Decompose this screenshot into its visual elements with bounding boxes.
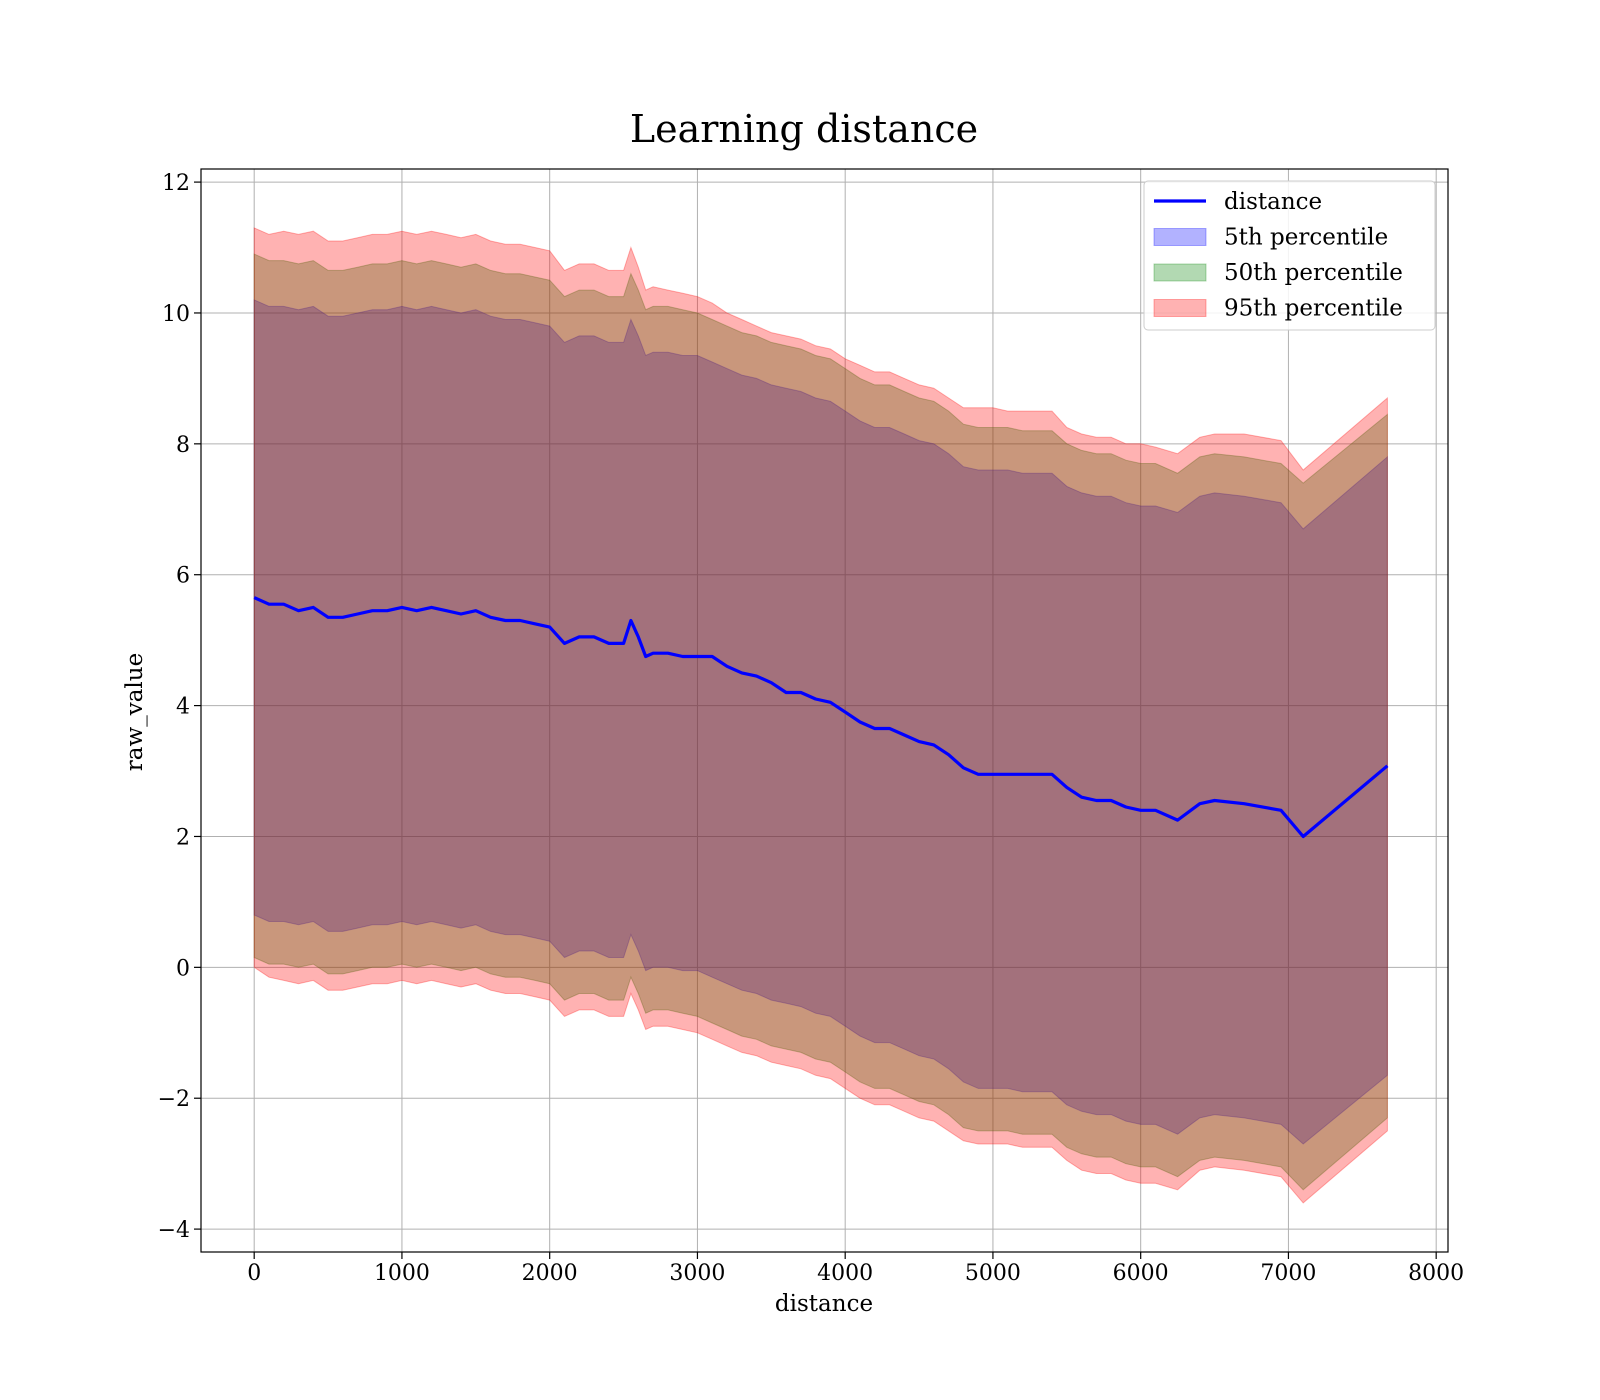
y-axis-label: raw_value <box>122 653 148 771</box>
x-axis-ticks: 0 1000 2000 3000 4000 5000 6000 7000 8000 <box>247 1252 1464 1286</box>
legend-swatch-50th <box>1153 263 1207 282</box>
series-line-distance <box>253 596 1389 839</box>
y-tick-label: 6 <box>176 564 190 589</box>
x-tick-label: 2000 <box>522 1261 578 1286</box>
legend-swatch-5th <box>1153 228 1207 246</box>
legend-label: 50th percentile <box>1224 260 1403 286</box>
x-tick-label: 7000 <box>1260 1261 1316 1286</box>
grid <box>201 169 1448 1252</box>
x-axis-label: distance <box>775 1291 873 1317</box>
y-tick-label: 8 <box>176 433 190 458</box>
x-tick-label: 5000 <box>965 1261 1021 1286</box>
legend-label: distance <box>1224 189 1322 215</box>
legend-label: 95th percentile <box>1224 296 1403 322</box>
x-tick-label: 1000 <box>374 1261 430 1286</box>
plot-frame <box>200 168 1449 1253</box>
y-tick-label: 12 <box>162 171 190 196</box>
x-tick-label: 0 <box>247 1261 261 1286</box>
legend-label: 5th percentile <box>1224 225 1388 251</box>
y-tick-label: 4 <box>176 695 190 720</box>
legend-box <box>1143 180 1436 331</box>
x-tick-label: 3000 <box>669 1261 725 1286</box>
y-tick-label: 0 <box>176 956 190 981</box>
percentile-bands <box>253 227 1388 1204</box>
band-95th <box>253 227 1388 1204</box>
y-tick-label: 2 <box>176 825 190 850</box>
series-lines <box>253 596 1389 839</box>
y-axis-ticks: −4 −2 0 2 4 6 8 10 12 <box>158 171 201 1243</box>
y-tick-label: 10 <box>162 302 190 327</box>
legend-swatch-95th <box>1153 299 1207 317</box>
x-tick-label: 6000 <box>1113 1261 1169 1286</box>
x-tick-label: 8000 <box>1408 1261 1464 1286</box>
y-tick-label: −4 <box>158 1218 190 1243</box>
legend: distance 5th percentile 50th percentile 95t… <box>1143 180 1436 331</box>
chart-title: Learning distance <box>630 107 978 151</box>
band-50th <box>253 253 1388 1191</box>
x-tick-label: 4000 <box>817 1261 873 1286</box>
band-5th <box>253 299 1388 1145</box>
y-tick-label: −2 <box>158 1087 190 1112</box>
